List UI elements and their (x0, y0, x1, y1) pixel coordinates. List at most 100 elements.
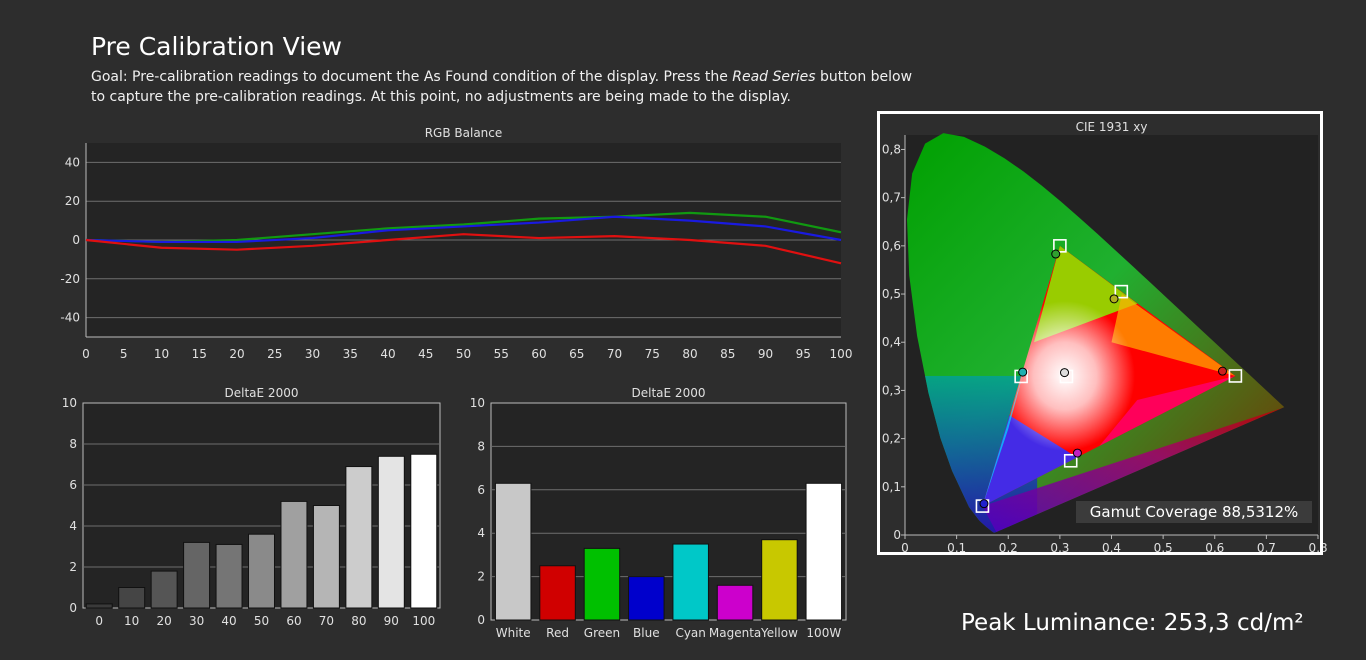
rgb-x-tick: 55 (494, 347, 509, 361)
color-de-bar (805, 482, 843, 621)
color-de-y-tick: 8 (477, 439, 485, 453)
color-de-x-label: Blue (633, 626, 660, 640)
color-de-bar (494, 482, 532, 621)
cie-triangle-orange (1111, 294, 1236, 376)
grayscale-de-bar (377, 455, 405, 609)
grayscale-de-y-tick: 10 (62, 396, 77, 410)
rgb-x-tick: 65 (569, 347, 584, 361)
rgb-series-line (85, 211, 842, 244)
color-de-x-label: Red (546, 626, 569, 640)
color-de-bar (672, 543, 709, 621)
cie-x-tick: 0,6 (1205, 541, 1224, 555)
cie-y-tick: 0,6 (882, 239, 901, 253)
cie-measured-point (979, 499, 989, 509)
cie-measured-point (1018, 367, 1028, 377)
cie-x-tick: 0,1 (947, 541, 966, 555)
goal-text: Goal: Pre-calibration readings to docume… (91, 67, 921, 107)
cie-y-tick: 0,8 (882, 142, 901, 156)
rgb-x-tick: 80 (682, 347, 697, 361)
cie-x-tick: 0,5 (1154, 541, 1173, 555)
grayscale-de-bar (345, 466, 373, 609)
color-de-y-tick: 4 (477, 526, 485, 540)
rgb-x-tick: 15 (192, 347, 207, 361)
grayscale-de-x-label: 90 (384, 614, 399, 628)
rgb-x-tick: 85 (720, 347, 735, 361)
color-de-x-label: 100W (806, 626, 841, 640)
color-de-bar (761, 539, 798, 621)
rgb-chart-title: RGB Balance (425, 126, 503, 140)
grayscale-de-x-label: 0 (95, 614, 103, 628)
grayscale-de-x-label: 30 (189, 614, 204, 628)
color-de-x-label: Yellow (760, 626, 798, 640)
grayscale-de-y-tick: 6 (69, 478, 77, 492)
cie-measured-point (1051, 249, 1061, 259)
grayscale-de-bar (150, 570, 178, 609)
grayscale-de-bar (118, 587, 146, 609)
rgb-x-tick: 25 (267, 347, 282, 361)
cie-magenta-region (982, 407, 1285, 533)
goal-prefix: Goal: Pre-calibration readings to docume… (91, 69, 733, 85)
color-de-title: DeltaE 2000 (632, 386, 706, 400)
grayscale-de-y-tick: 4 (69, 519, 77, 533)
goal-suffix: button below to capture the pre-calibrat… (91, 69, 913, 105)
cie-y-tick: 0 (893, 528, 901, 542)
grayscale-de-bar (215, 543, 243, 609)
rgb-x-tick: 0 (82, 347, 90, 361)
grayscale-de-bar (280, 500, 308, 609)
grayscale-de-x-label: 70 (319, 614, 334, 628)
color-de-bar (716, 584, 754, 621)
grayscale-de-bar (312, 505, 340, 609)
cie-x-tick: 0,7 (1257, 541, 1276, 555)
color-de-bar (583, 547, 621, 621)
color-de-bar (628, 576, 665, 621)
cie-y-tick: 0,7 (882, 191, 901, 205)
rgb-series-line (85, 233, 842, 265)
cie-target-marker (1063, 453, 1078, 468)
cie-x-tick: 0,3 (1050, 541, 1069, 555)
cie-target-marker (1114, 284, 1129, 299)
grayscale-de-y-tick: 2 (69, 560, 77, 574)
cie-measured-point (1072, 448, 1082, 458)
rgb-x-tick: 40 (380, 347, 395, 361)
rgb-x-tick: 10 (154, 347, 169, 361)
rgb-x-tick: 75 (645, 347, 660, 361)
color-de-y-tick: 10 (470, 396, 485, 410)
cie-frame (877, 111, 1323, 555)
rgb-y-tick: -40 (60, 311, 80, 325)
grayscale-de-x-label: 80 (351, 614, 366, 628)
grayscale-de-bar (183, 541, 211, 609)
color-de-x-label: Magenta (709, 626, 761, 640)
gamut-coverage: Gamut Coverage 88,5312% (1076, 501, 1312, 523)
rgb-y-tick: 40 (65, 155, 80, 169)
color-de-x-label: Cyan (675, 626, 705, 640)
grayscale-de-title: DeltaE 2000 (225, 386, 299, 400)
grayscale-de-x-label: 50 (254, 614, 269, 628)
rgb-x-tick: 50 (456, 347, 471, 361)
cie-x-tick: 0,4 (1102, 541, 1121, 555)
rgb-x-tick: 30 (305, 347, 320, 361)
cie-y-tick: 0,3 (882, 383, 901, 397)
grayscale-de-bar (85, 603, 113, 609)
cie-target-marker (1053, 239, 1067, 253)
grayscale-de-x-label: 60 (286, 614, 301, 628)
rgb-y-tick: 20 (65, 194, 80, 208)
cie-x-tick: 0,2 (999, 541, 1018, 555)
page-title: Pre Calibration View (91, 32, 342, 61)
grayscale-de-x-label: 40 (221, 614, 236, 628)
rgb-x-tick: 20 (229, 347, 244, 361)
rgb-x-tick: 90 (758, 347, 773, 361)
rgb-y-tick: 0 (72, 233, 80, 247)
color-de-bar (539, 565, 576, 621)
color-de-x-label: Green (584, 626, 620, 640)
rgb-series-line (85, 215, 842, 244)
color-de-x-label: White (496, 626, 531, 640)
rgb-x-tick: 100 (830, 347, 853, 361)
rgb-x-tick: 45 (418, 347, 433, 361)
rgb-x-tick: 5 (120, 347, 128, 361)
grayscale-de-x-label: 10 (124, 614, 139, 628)
cie-y-tick: 0,5 (882, 287, 901, 301)
rgb-x-tick: 95 (796, 347, 811, 361)
cie-x-tick: 0 (901, 541, 909, 555)
grayscale-de-bar (248, 533, 275, 609)
